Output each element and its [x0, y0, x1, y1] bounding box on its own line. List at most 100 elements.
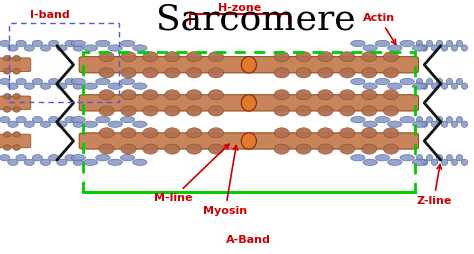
Ellipse shape [431, 45, 438, 51]
Ellipse shape [447, 40, 453, 47]
Ellipse shape [13, 107, 20, 112]
Ellipse shape [296, 144, 311, 154]
Ellipse shape [65, 116, 75, 123]
Ellipse shape [383, 128, 399, 138]
FancyBboxPatch shape [79, 95, 419, 111]
Ellipse shape [456, 154, 463, 161]
Ellipse shape [0, 40, 10, 47]
Ellipse shape [456, 40, 463, 47]
Ellipse shape [16, 116, 26, 123]
Ellipse shape [421, 83, 428, 89]
Ellipse shape [121, 106, 136, 116]
Ellipse shape [383, 52, 399, 62]
Ellipse shape [416, 154, 423, 161]
Ellipse shape [121, 128, 136, 138]
Ellipse shape [296, 68, 311, 78]
Ellipse shape [296, 128, 311, 138]
Ellipse shape [388, 159, 402, 166]
Ellipse shape [441, 45, 447, 51]
Ellipse shape [416, 116, 423, 123]
Ellipse shape [241, 95, 256, 111]
Ellipse shape [340, 52, 355, 62]
Ellipse shape [0, 154, 10, 161]
Ellipse shape [13, 132, 20, 137]
Ellipse shape [274, 128, 289, 138]
Ellipse shape [416, 78, 423, 85]
Ellipse shape [143, 90, 158, 100]
Ellipse shape [133, 45, 147, 51]
Ellipse shape [400, 154, 414, 161]
Ellipse shape [318, 68, 333, 78]
Ellipse shape [73, 159, 83, 166]
Ellipse shape [351, 116, 365, 123]
Ellipse shape [209, 68, 224, 78]
Ellipse shape [40, 83, 51, 89]
Ellipse shape [437, 40, 443, 47]
Ellipse shape [3, 69, 11, 74]
Ellipse shape [143, 144, 158, 154]
Ellipse shape [65, 154, 75, 161]
Ellipse shape [461, 121, 468, 127]
Ellipse shape [13, 93, 20, 99]
Ellipse shape [164, 90, 180, 100]
Text: Z-line: Z-line [416, 165, 451, 206]
Ellipse shape [32, 116, 43, 123]
Ellipse shape [16, 154, 26, 161]
Ellipse shape [143, 128, 158, 138]
Ellipse shape [24, 45, 35, 51]
Ellipse shape [318, 106, 333, 116]
Ellipse shape [57, 83, 67, 89]
Ellipse shape [318, 90, 333, 100]
Ellipse shape [143, 68, 158, 78]
Ellipse shape [83, 121, 98, 127]
Ellipse shape [0, 78, 10, 85]
FancyBboxPatch shape [0, 134, 31, 148]
Text: Myosin: Myosin [203, 146, 247, 216]
Ellipse shape [3, 107, 11, 112]
Ellipse shape [451, 45, 458, 51]
Ellipse shape [108, 83, 122, 89]
Ellipse shape [340, 144, 355, 154]
Ellipse shape [133, 159, 147, 166]
Ellipse shape [375, 78, 390, 85]
Ellipse shape [83, 45, 98, 51]
Ellipse shape [96, 116, 110, 123]
Ellipse shape [362, 90, 377, 100]
Ellipse shape [412, 121, 427, 127]
Ellipse shape [164, 52, 180, 62]
Ellipse shape [209, 144, 224, 154]
Ellipse shape [99, 144, 114, 154]
Ellipse shape [400, 116, 414, 123]
Ellipse shape [73, 45, 83, 51]
Ellipse shape [32, 78, 43, 85]
Ellipse shape [241, 133, 256, 149]
Ellipse shape [99, 52, 114, 62]
Ellipse shape [65, 78, 75, 85]
Ellipse shape [108, 159, 122, 166]
Ellipse shape [351, 154, 365, 161]
Ellipse shape [13, 55, 20, 61]
Ellipse shape [96, 78, 110, 85]
Ellipse shape [121, 52, 136, 62]
Text: Actin: Actin [363, 13, 396, 44]
Ellipse shape [437, 116, 443, 123]
Ellipse shape [73, 121, 83, 127]
Ellipse shape [48, 154, 59, 161]
Ellipse shape [3, 55, 11, 61]
Ellipse shape [24, 159, 35, 166]
Ellipse shape [121, 68, 136, 78]
Ellipse shape [48, 116, 59, 123]
Ellipse shape [71, 40, 85, 47]
Ellipse shape [40, 121, 51, 127]
Ellipse shape [412, 83, 427, 89]
Ellipse shape [48, 78, 59, 85]
Ellipse shape [16, 78, 26, 85]
Ellipse shape [318, 52, 333, 62]
Ellipse shape [13, 145, 20, 150]
Ellipse shape [40, 45, 51, 51]
Ellipse shape [24, 121, 35, 127]
Ellipse shape [456, 116, 463, 123]
Ellipse shape [388, 83, 402, 89]
Ellipse shape [416, 40, 423, 47]
Ellipse shape [383, 144, 399, 154]
